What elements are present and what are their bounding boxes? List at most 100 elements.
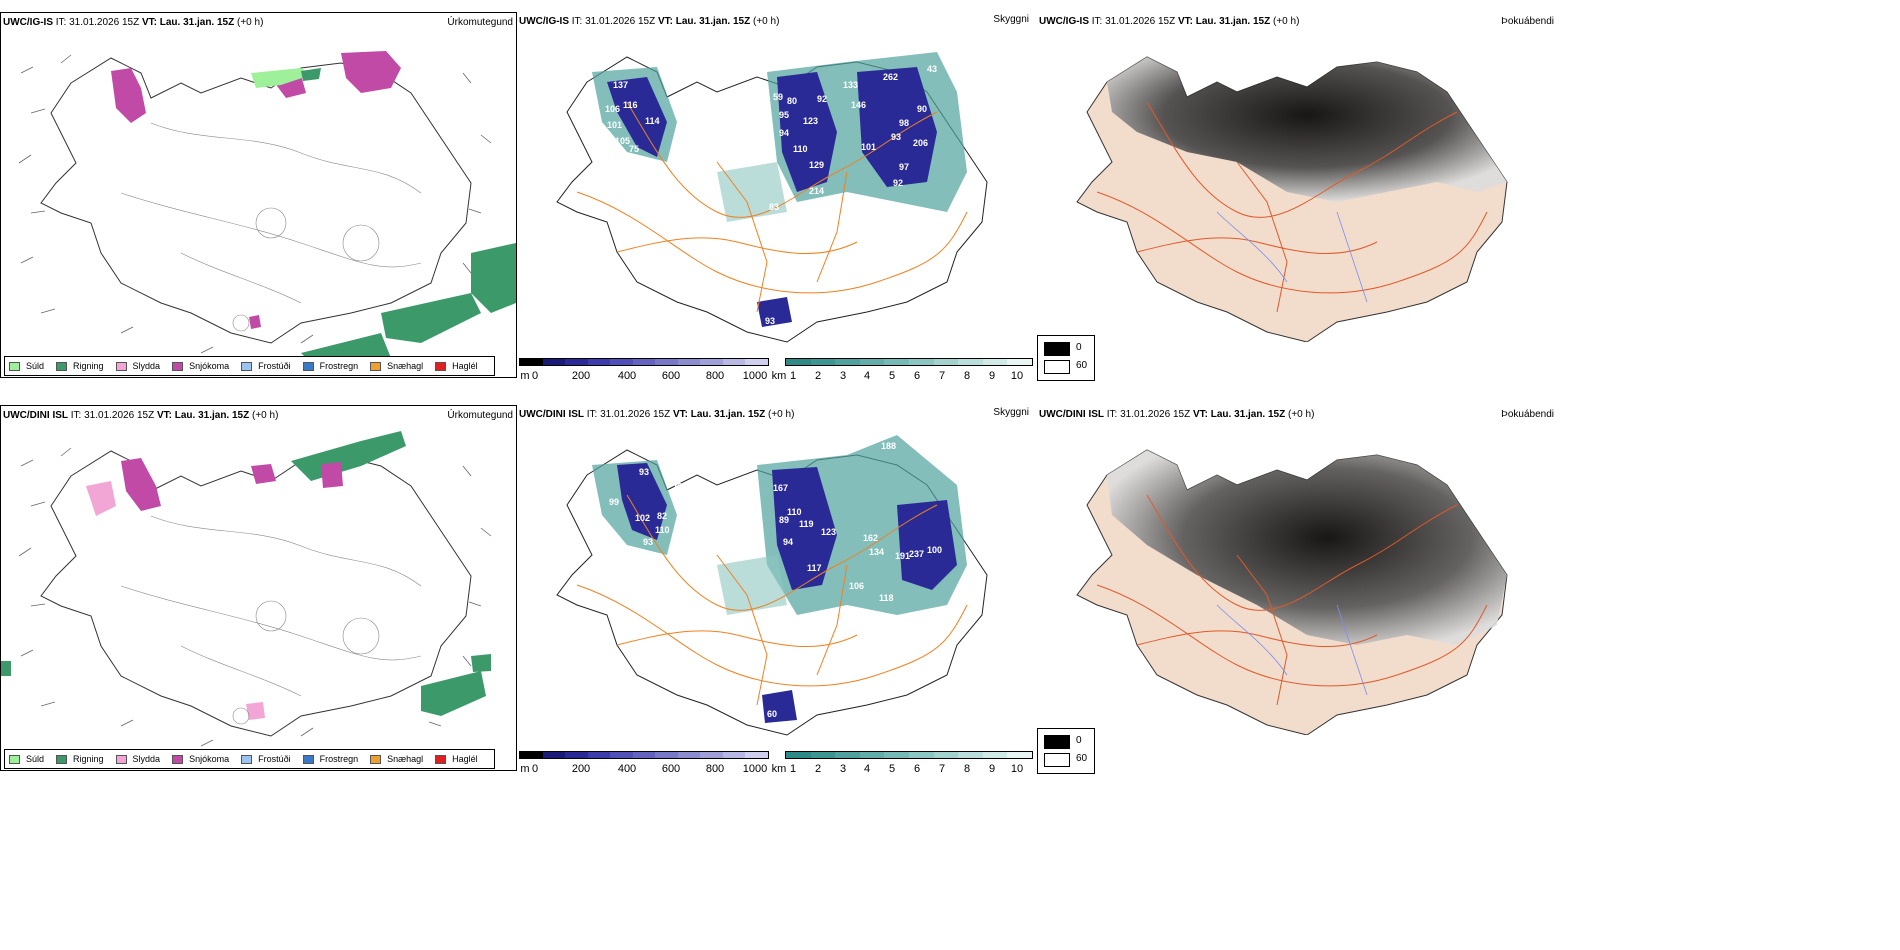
legend-item: Slydda (115, 361, 160, 371)
svg-text:137: 137 (613, 80, 628, 90)
svg-text:117: 117 (807, 563, 822, 573)
svg-text:93: 93 (765, 316, 775, 326)
scale-tick: 7 (938, 763, 946, 775)
svg-text:123: 123 (821, 527, 836, 537)
scale-tick: 200 (571, 370, 591, 382)
legend-item: Haglél (435, 754, 478, 764)
scale-tick: 0 (531, 370, 539, 382)
road-network (1096, 494, 1488, 706)
scale-tick: 1 (789, 763, 797, 775)
legend-item: Frostúði (241, 361, 291, 371)
legend-item: Snjókoma (172, 754, 229, 764)
svg-text:106: 106 (605, 104, 620, 114)
svg-text:116: 116 (623, 100, 638, 110)
terrain-contours (120, 122, 422, 332)
scale-tick: 2 (814, 370, 822, 382)
panel-title: UWC/IG-IS IT: 31.01.2026 15Z VT: Lau. 31… (1039, 16, 1300, 27)
panel-field-name: Úrkomutegund (447, 17, 513, 28)
iceland-outline (40, 57, 472, 344)
svg-text:188: 188 (881, 441, 896, 451)
scale-unit: m (520, 370, 530, 382)
svg-text:94: 94 (783, 537, 793, 547)
height-colorbar: m 0 200 400 600 800 1000 (519, 358, 769, 396)
legend-item: Frostregn (302, 361, 358, 371)
scale-tick: 600 (661, 763, 681, 775)
panel-title: UWC/DINI ISL IT: 31.01.2026 15Z VT: Lau.… (3, 410, 279, 421)
legend-item: Slydda (115, 754, 160, 764)
panel-field-name: Þokuábendi (1501, 16, 1554, 27)
svg-text:59: 59 (773, 92, 783, 102)
legend-item: Rigning (56, 361, 104, 371)
svg-text:60: 60 (767, 709, 777, 719)
fog-index-map (1076, 449, 1508, 735)
svg-text:105: 105 (615, 136, 630, 146)
scale-tick: 6 (913, 370, 921, 382)
height-colorbar: m 0 200 400 600 800 1000 (519, 751, 769, 789)
rivers (1216, 604, 1368, 696)
svg-text:75: 75 (629, 144, 639, 154)
scale-tick: 400 (617, 763, 637, 775)
scale-tick: 800 (705, 370, 725, 382)
svg-text:206: 206 (913, 138, 928, 148)
visibility-map: 93 146 99 102 82 93 110 167 110 89 119 9… (556, 435, 988, 736)
svg-text:101: 101 (607, 120, 622, 130)
svg-text:92: 92 (817, 94, 827, 104)
svg-text:80: 80 (787, 96, 797, 106)
svg-text:191: 191 (895, 551, 910, 561)
scale-tick: 400 (617, 370, 637, 382)
svg-text:119: 119 (799, 519, 814, 529)
svg-text:88: 88 (635, 160, 645, 170)
legend-item: Snjókoma (172, 361, 229, 371)
scale-unit: m (520, 763, 530, 775)
svg-text:110: 110 (655, 525, 670, 535)
scale-tick: 9 (988, 370, 996, 382)
scale-tick: 200 (571, 763, 591, 775)
fog-index-map (1076, 56, 1508, 342)
scale-tick: 10 (1010, 370, 1024, 382)
legend-item: Frostregn (302, 754, 358, 764)
svg-text:95: 95 (779, 110, 789, 120)
svg-text:89: 89 (779, 515, 789, 525)
panel-title: UWC/DINI ISL IT: 31.01.2026 15Z VT: Lau.… (1039, 409, 1315, 420)
visibility-panel-row2: UWC/DINI ISL IT: 31.01.2026 15Z VT: Lau.… (517, 405, 1037, 775)
svg-text:162: 162 (863, 533, 878, 543)
precip-type-map (1, 431, 492, 747)
scale-tick: 800 (705, 763, 725, 775)
scale-tick: 4 (863, 763, 871, 775)
svg-text:167: 167 (773, 483, 788, 493)
precip-type-legend: Súld Rigning Slydda Snjókoma Frostúði Fr… (4, 749, 495, 769)
legend-item: Rigning (56, 754, 104, 764)
svg-text:99: 99 (609, 497, 619, 507)
terrain-contours (120, 515, 422, 725)
legend-item: Snæhagl (370, 361, 423, 371)
svg-text:237: 237 (909, 549, 924, 559)
scale-tick: 7 (938, 370, 946, 382)
visibility-labels: 137 116 114 106 101 105 75 88 130 97 59 … (605, 64, 937, 326)
scale-tick: 5 (888, 763, 896, 775)
legend-item: Haglél (435, 361, 478, 371)
precip-type-map (18, 51, 516, 373)
road-network (576, 101, 968, 313)
fog-legend-row2: 0 60 (1037, 728, 1095, 774)
scale-tick: 8 (963, 370, 971, 382)
svg-text:97: 97 (723, 108, 733, 118)
svg-text:82: 82 (657, 511, 667, 521)
scale-tick: 1000 (742, 763, 768, 775)
svg-text:146: 146 (851, 100, 866, 110)
scale-tick: 600 (661, 370, 681, 382)
svg-text:97: 97 (899, 162, 909, 172)
svg-text:146: 146 (667, 479, 682, 489)
panel-field-name: Úrkomutegund (447, 410, 513, 421)
fog-panel-row2: UWC/DINI ISL IT: 31.01.2026 15Z VT: Lau.… (1037, 405, 1557, 735)
visibility-km-colorbar: km 1 2 3 4 5 6 7 8 9 10 (771, 751, 1035, 789)
low-visibility-areas (592, 435, 967, 723)
rivers (1216, 211, 1368, 303)
visibility-labels: 93 146 99 102 82 93 110 167 110 89 119 9… (609, 441, 942, 719)
panel-field-name: Þokuábendi (1501, 409, 1554, 420)
svg-text:110: 110 (793, 144, 808, 154)
legend-item: Súld (9, 754, 44, 764)
road-network (576, 494, 968, 706)
fog-shading (1107, 57, 1507, 202)
scale-tick: 8 (963, 763, 971, 775)
scale-tick: 0 (531, 763, 539, 775)
